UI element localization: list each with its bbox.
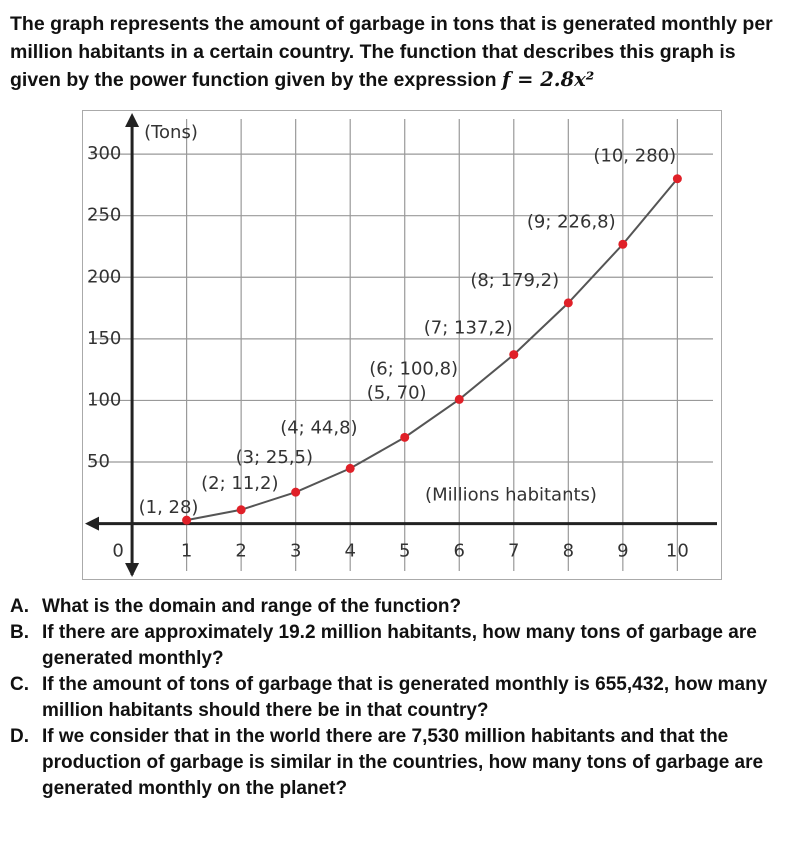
- x-tick-label: 4: [344, 541, 355, 562]
- point: [509, 350, 519, 360]
- point-label: (5, 70): [367, 382, 427, 403]
- point: [236, 505, 246, 515]
- x-tick-label: 5: [399, 541, 410, 562]
- point-label: (9; 226,8): [527, 211, 616, 232]
- y-axis-title: (Tons): [144, 122, 198, 143]
- x-tick-label: 7: [508, 541, 519, 562]
- x-tick-label: 2: [235, 541, 246, 562]
- curve: [186, 178, 679, 522]
- point-label: (8; 179,2): [470, 270, 559, 291]
- x-tick-label: 10: [666, 541, 689, 562]
- arrow: [85, 516, 99, 531]
- x-tick-label: 0: [112, 541, 123, 562]
- header: The graph represents the amount of garba…: [10, 10, 790, 94]
- arrow: [125, 563, 140, 577]
- arrow: [125, 113, 140, 127]
- point-label: (2; 11,2): [201, 473, 278, 494]
- point: [672, 174, 682, 184]
- question: D. If we consider that in the world there…: [10, 724, 795, 802]
- point: [454, 394, 464, 404]
- x-tick-label: 6: [454, 541, 465, 562]
- point: [345, 463, 355, 473]
- question: C. If the amount of tons of garbage that …: [10, 672, 795, 724]
- questions: A. What is the domain and range of the fu…: [10, 594, 795, 802]
- point: [291, 487, 301, 497]
- point-label: (10, 280): [593, 146, 676, 167]
- point: [563, 298, 573, 308]
- y-tick-label: 150: [87, 328, 121, 349]
- question-text: If the amount of tons of garbage that is…: [42, 674, 768, 721]
- point-label: (1, 28): [139, 497, 199, 518]
- y-tick-label: 200: [87, 266, 121, 287]
- question-letter: A.: [10, 596, 29, 617]
- x-tick-label: 8: [563, 541, 574, 562]
- point-label: (7; 137,2): [424, 318, 513, 339]
- y-tick-label: 300: [87, 143, 121, 164]
- y-tick-label: 100: [87, 389, 121, 410]
- question-text: If there are approximately 19.2 million …: [42, 622, 757, 669]
- y-tick-label: 250: [87, 205, 121, 226]
- point: [618, 239, 628, 249]
- question-letter: C.: [10, 674, 29, 695]
- formula: f = 2.8x²: [501, 68, 595, 91]
- question-letter: B.: [10, 622, 29, 643]
- header-text: The graph represents the amount of garba…: [10, 13, 773, 91]
- x-axis-title: (Millions habitants): [425, 485, 597, 506]
- question: A. What is the domain and range of the fu…: [10, 594, 795, 620]
- x-tick-label: 3: [290, 541, 301, 562]
- point-label: (6; 100,8): [369, 358, 458, 379]
- x-tick-label: 9: [617, 541, 628, 562]
- chart: 0 1 2 3 4 5 6 7 8 9 10 50 100 150 200 250 300 (Tons) (Mill…: [82, 110, 722, 580]
- point: [182, 515, 192, 525]
- point-label: (4; 44,8): [280, 417, 357, 438]
- point: [400, 432, 410, 442]
- question-letter: D.: [10, 726, 29, 747]
- point-label: (3; 25,5): [236, 447, 313, 468]
- question: B. If there are approximately 19.2 millio…: [10, 620, 795, 672]
- x-tick-label: 1: [181, 541, 192, 562]
- y-tick-label: 50: [87, 451, 110, 472]
- question-text: If we consider that in the world there a…: [42, 726, 764, 799]
- question-text: What is the domain and range of the func…: [42, 596, 462, 617]
